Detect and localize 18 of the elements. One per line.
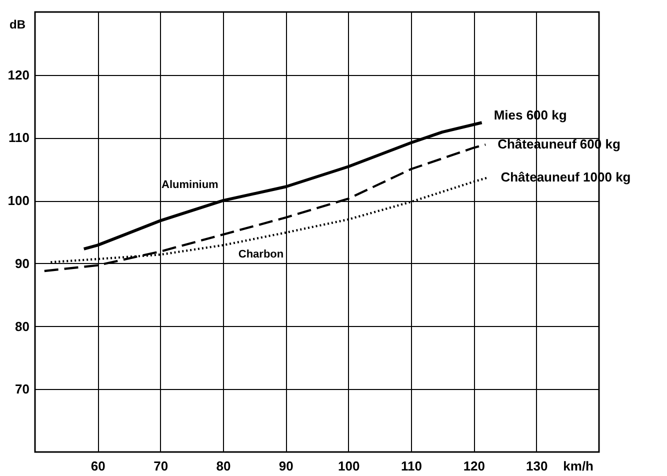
y-tick-label: 100: [8, 193, 30, 208]
y-tick-label: 90: [15, 256, 30, 271]
y-tick-label: 110: [8, 130, 30, 146]
annotation: Aluminium: [162, 179, 219, 191]
x-tick-label: 130: [526, 458, 548, 474]
annotation: Charbon: [238, 248, 284, 260]
x-tick-label: 100: [338, 458, 360, 474]
y-tick-label: 70: [15, 382, 30, 397]
y-tick-label: 120: [8, 67, 30, 82]
x-tick-label: 70: [154, 458, 168, 474]
x-tick-label: 110: [401, 458, 422, 474]
x-tick-label: 80: [216, 458, 231, 474]
x-tick-label: 90: [278, 458, 294, 474]
y-axis-title: dB: [10, 18, 26, 32]
y-tick-label: 80: [15, 318, 30, 334]
x-tick-label: 60: [90, 458, 106, 474]
x-axis-title: km/h: [563, 458, 594, 474]
x-tick-label: 120: [463, 458, 486, 474]
